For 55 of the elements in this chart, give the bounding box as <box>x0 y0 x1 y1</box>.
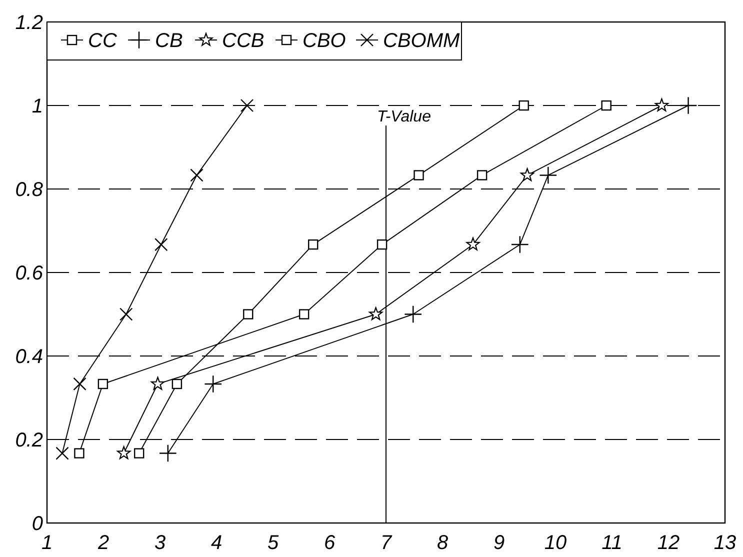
legend-label: CBOMM <box>383 30 460 52</box>
y-tick-label: 0.8 <box>15 179 43 201</box>
legend-label: CBO <box>302 30 346 52</box>
point <box>601 100 612 111</box>
x-tick-label: 4 <box>210 532 222 554</box>
point <box>243 309 254 320</box>
point <box>679 96 698 114</box>
x-tick-label: 6 <box>324 532 336 554</box>
y-tick-label: 1.2 <box>15 12 43 34</box>
point <box>466 237 480 250</box>
legend-label: CC <box>88 30 118 52</box>
x-tick-label: 3 <box>154 532 166 554</box>
point <box>510 236 529 254</box>
point <box>172 378 182 390</box>
y-tick-label: 0.4 <box>15 346 43 368</box>
ref-line-label: T-Value <box>377 108 432 126</box>
point <box>376 239 388 250</box>
point <box>476 170 488 180</box>
y-tick-label: 1 <box>32 96 43 118</box>
point <box>73 377 86 391</box>
y-tick-label: 0.2 <box>15 430 43 452</box>
point <box>120 308 133 321</box>
point <box>158 444 177 462</box>
point <box>654 98 669 112</box>
x-tick-label: 12 <box>657 532 680 554</box>
point <box>74 448 84 458</box>
x-tick-label: 10 <box>544 532 567 554</box>
x-tick-label: 13 <box>714 532 736 554</box>
point <box>369 307 383 320</box>
point <box>204 374 222 393</box>
point <box>414 170 424 180</box>
x-tick-label: 11 <box>602 532 622 554</box>
point <box>539 166 558 184</box>
point <box>518 100 529 111</box>
legend-label: CCB <box>222 30 264 52</box>
y-tick-label: 0.6 <box>15 262 44 284</box>
point <box>117 446 131 460</box>
point <box>154 238 168 252</box>
legend-label: CB <box>155 30 183 52</box>
x-tick-label: 8 <box>436 532 448 554</box>
point <box>56 446 69 460</box>
point <box>98 378 108 390</box>
y-tick-label: 0 <box>32 513 43 535</box>
point <box>240 98 254 112</box>
point <box>308 239 318 250</box>
x-tick-label: 2 <box>96 532 110 554</box>
point <box>298 309 310 320</box>
point <box>134 448 144 458</box>
point <box>190 168 204 182</box>
point <box>404 305 422 324</box>
point <box>520 168 534 182</box>
x-tick-label: 9 <box>493 532 505 554</box>
x-tick-label: 5 <box>267 532 280 554</box>
x-tick-label: 7 <box>380 532 392 554</box>
point <box>150 376 165 390</box>
